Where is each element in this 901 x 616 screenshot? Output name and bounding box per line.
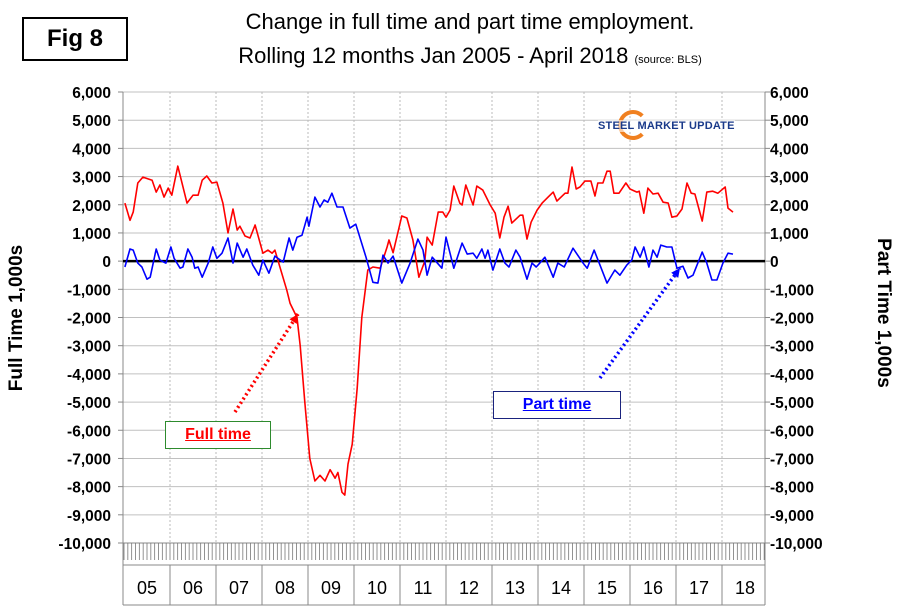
y-tick-label-right: 6,000 xyxy=(770,85,809,102)
full-time-arrow-line xyxy=(233,313,300,413)
y-tick-label-right: 3,000 xyxy=(770,170,809,187)
chart-title: Change in full time and part time employ… xyxy=(245,9,695,34)
x-tick-label: 05 xyxy=(137,578,157,598)
x-tick-label: 08 xyxy=(275,578,295,598)
y-tick-label-right: -4,000 xyxy=(770,367,814,384)
y-tick-label-right: 4,000 xyxy=(770,141,809,158)
y-tick-label-left: -3,000 xyxy=(67,339,111,356)
y-tick-label-right: -5,000 xyxy=(770,395,814,412)
y-tick-label-left: 1,000 xyxy=(72,226,111,243)
x-tick-label: 09 xyxy=(321,578,341,598)
y-tick-label-right: 5,000 xyxy=(770,113,809,130)
y-axis-title-left: Full Time 1,000s xyxy=(6,244,27,392)
y-tick-label-right: 2,000 xyxy=(770,198,809,215)
series-part-time xyxy=(124,192,734,284)
y-tick-label-right: 1,000 xyxy=(770,226,809,243)
y-tick-label-left: -2,000 xyxy=(67,311,111,328)
x-tick-label: 11 xyxy=(414,578,433,598)
full-time-line xyxy=(124,165,734,496)
part-time-arrow-line xyxy=(598,266,682,380)
y-tick-label-left: -8,000 xyxy=(67,480,111,497)
x-tick-label: 14 xyxy=(551,578,571,598)
y-tick-label-right: -6,000 xyxy=(770,423,814,440)
y-tick-label-left: 4,000 xyxy=(72,141,111,158)
y-axis-title-right: Part Time 1,000s xyxy=(873,238,894,388)
chart-subtitle: Rolling 12 months Jan 2005 - April 2018 xyxy=(238,43,629,68)
x-tick-label: 15 xyxy=(597,578,617,598)
y-tick-label-left: -5,000 xyxy=(67,395,111,412)
chart-subtitle-row: Rolling 12 months Jan 2005 - April 2018 … xyxy=(180,43,760,69)
x-tick-label: 12 xyxy=(459,578,479,598)
x-tick-label: 06 xyxy=(183,578,203,598)
x-tick-label: 10 xyxy=(367,578,387,598)
y-tick-label-left: 5,000 xyxy=(72,113,111,130)
y-tick-label-left: -6,000 xyxy=(67,423,111,440)
y-tick-label-right: -10,000 xyxy=(770,536,823,553)
logo-text: STEEL MARKET UPDATE xyxy=(598,120,735,132)
y-tick-label-right: -3,000 xyxy=(770,339,814,356)
y-tick-label-right: -7,000 xyxy=(770,451,814,468)
part-time-annotation: Part time xyxy=(493,391,621,419)
x-tick-label: 18 xyxy=(735,578,755,598)
y-tick-label-left: 2,000 xyxy=(72,198,111,215)
x-tick-label: 17 xyxy=(689,578,709,598)
source-note: (source: BLS) xyxy=(634,54,702,66)
steel-market-update-logo: STEEL MARKET UPDATE xyxy=(598,110,738,140)
y-tick-label-left: -7,000 xyxy=(67,451,111,468)
full-time-annotation: Full time xyxy=(165,421,271,449)
figure-label: Fig 8 xyxy=(22,17,128,61)
y-tick-label-right: -9,000 xyxy=(770,508,814,525)
x-tick-label: 07 xyxy=(229,578,249,598)
part-time-arrow-head xyxy=(671,268,680,278)
y-tick-label-left: 3,000 xyxy=(72,170,111,187)
y-tick-label-left: 6,000 xyxy=(72,85,111,102)
series-full-time xyxy=(124,165,734,496)
x-tick-label: 16 xyxy=(643,578,663,598)
y-tick-label-left: -10,000 xyxy=(58,536,111,553)
y-tick-label-right: -1,000 xyxy=(770,282,814,299)
full-time-arrow-head xyxy=(289,314,298,324)
y-tick-label-left: -9,000 xyxy=(67,508,111,525)
y-tick-label-left: -4,000 xyxy=(67,367,111,384)
y-tick-label-right: 0 xyxy=(770,254,779,271)
y-tick-label-right: -2,000 xyxy=(770,311,814,328)
part-time-line xyxy=(124,192,734,284)
y-tick-label-left: -1,000 xyxy=(67,282,111,299)
y-tick-label-left: 0 xyxy=(102,254,111,271)
x-tick-label: 13 xyxy=(505,578,525,598)
y-tick-label-right: -8,000 xyxy=(770,480,814,497)
